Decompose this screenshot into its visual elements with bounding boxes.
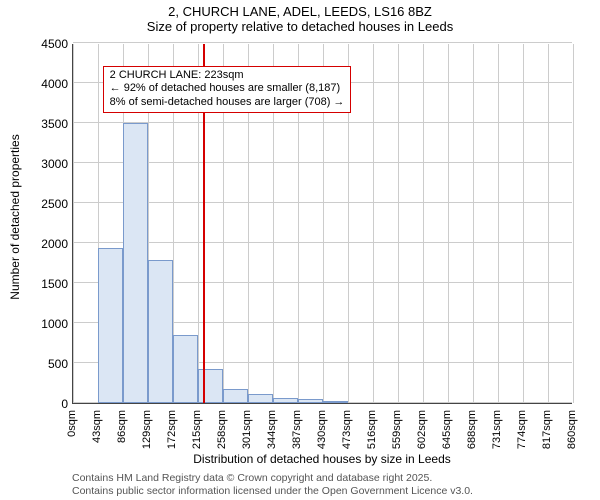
histogram-bar bbox=[98, 248, 123, 403]
x-tick-label: 0sqm bbox=[66, 410, 78, 437]
x-tick-label: 602sqm bbox=[416, 410, 428, 449]
grid-horizontal bbox=[73, 42, 572, 43]
x-tick-label: 516sqm bbox=[366, 410, 378, 449]
x-tick-label: 774sqm bbox=[516, 410, 528, 449]
histogram-bar bbox=[173, 335, 198, 403]
y-tick-label: 2500 bbox=[18, 197, 68, 211]
annotation-box: 2 CHURCH LANE: 223sqm ← 92% of detached … bbox=[103, 66, 352, 113]
y-tick-label: 3500 bbox=[18, 117, 68, 131]
y-tick-label: 3000 bbox=[18, 157, 68, 171]
grid-vertical bbox=[498, 44, 499, 403]
footer-attribution: Contains HM Land Registry data © Crown c… bbox=[72, 472, 592, 498]
x-tick-label: 387sqm bbox=[291, 410, 303, 449]
x-tick-label: 215sqm bbox=[191, 410, 203, 449]
x-tick-label: 344sqm bbox=[266, 410, 278, 449]
x-tick-label: 559sqm bbox=[391, 410, 403, 449]
y-tick-label: 4000 bbox=[18, 77, 68, 91]
x-tick-label: 688sqm bbox=[466, 410, 478, 449]
grid-vertical bbox=[398, 44, 399, 403]
x-tick-label: 86sqm bbox=[116, 410, 128, 443]
histogram-bar bbox=[248, 394, 273, 403]
histogram-bar bbox=[148, 260, 173, 403]
x-tick-label: 473sqm bbox=[341, 410, 353, 449]
x-axis-label: Distribution of detached houses by size … bbox=[72, 452, 572, 466]
y-tick-label: 1000 bbox=[18, 317, 68, 331]
annot-line1: 2 CHURCH LANE: 223sqm bbox=[110, 69, 345, 83]
title-line1: 2, CHURCH LANE, ADEL, LEEDS, LS16 8BZ bbox=[0, 4, 600, 19]
y-tick-label: 2000 bbox=[18, 237, 68, 251]
annot-line2: ← 92% of detached houses are smaller (8,… bbox=[110, 82, 345, 96]
histogram-bar bbox=[123, 123, 148, 403]
x-tick-label: 301sqm bbox=[241, 410, 253, 449]
x-tick-label: 860sqm bbox=[566, 410, 578, 449]
y-tick-label: 1500 bbox=[18, 277, 68, 291]
grid-vertical bbox=[448, 44, 449, 403]
x-tick-label: 430sqm bbox=[316, 410, 328, 449]
grid-vertical bbox=[523, 44, 524, 403]
x-tick-label: 172sqm bbox=[166, 410, 178, 449]
title-block: 2, CHURCH LANE, ADEL, LEEDS, LS16 8BZ Si… bbox=[0, 4, 600, 34]
x-tick-label: 731sqm bbox=[491, 410, 503, 449]
footer-line1: Contains HM Land Registry data © Crown c… bbox=[72, 472, 592, 485]
grid-vertical bbox=[473, 44, 474, 403]
x-tick-label: 43sqm bbox=[91, 410, 103, 443]
chart-root: 2, CHURCH LANE, ADEL, LEEDS, LS16 8BZ Si… bbox=[0, 0, 600, 500]
footer-line2: Contains public sector information licen… bbox=[72, 485, 592, 498]
plot-area: 2 CHURCH LANE: 223sqm ← 92% of detached … bbox=[72, 44, 572, 404]
y-tick-label: 500 bbox=[18, 357, 68, 371]
histogram-bar bbox=[323, 401, 348, 403]
x-tick-label: 817sqm bbox=[541, 410, 553, 449]
histogram-bar bbox=[298, 399, 323, 403]
grid-vertical bbox=[73, 44, 74, 403]
x-tick-label: 258sqm bbox=[216, 410, 228, 449]
grid-vertical bbox=[373, 44, 374, 403]
histogram-bar bbox=[273, 398, 298, 403]
histogram-bar bbox=[223, 389, 248, 403]
grid-vertical bbox=[548, 44, 549, 403]
x-tick-label: 645sqm bbox=[441, 410, 453, 449]
title-line2: Size of property relative to detached ho… bbox=[0, 19, 600, 34]
y-tick-label: 0 bbox=[18, 397, 68, 411]
annot-line3: 8% of semi-detached houses are larger (7… bbox=[110, 96, 345, 110]
grid-vertical bbox=[573, 44, 574, 403]
x-tick-label: 129sqm bbox=[141, 410, 153, 449]
y-tick-label: 4500 bbox=[18, 37, 68, 51]
grid-vertical bbox=[423, 44, 424, 403]
